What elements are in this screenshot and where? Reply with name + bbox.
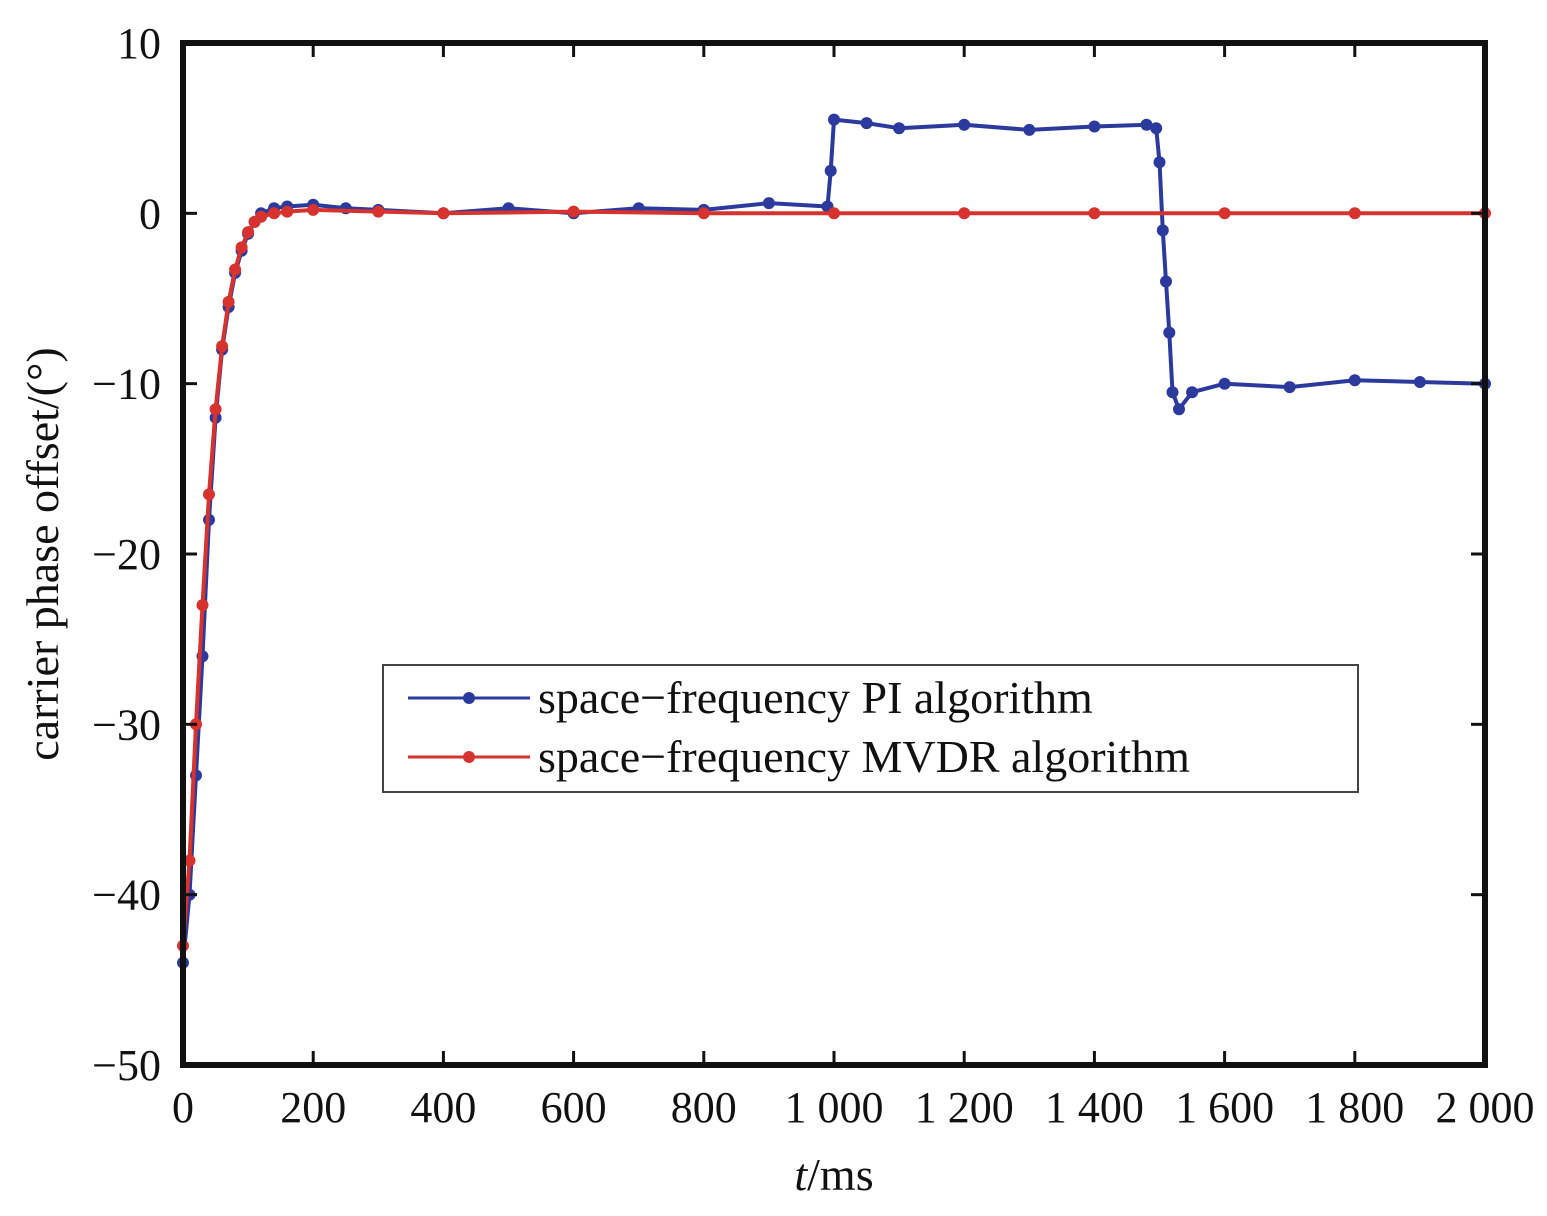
x-tick-label: 1 200	[915, 1083, 1014, 1132]
x-tick-label: 400	[410, 1083, 476, 1132]
data-point	[828, 207, 840, 220]
data-point	[860, 117, 873, 130]
data-point	[281, 205, 294, 218]
data-point	[1166, 386, 1179, 399]
y-tick-label: −40	[92, 871, 161, 920]
data-point	[1413, 376, 1426, 388]
data-point	[958, 207, 971, 220]
data-point	[1088, 120, 1101, 133]
data-point	[307, 203, 320, 216]
data-point	[183, 854, 196, 867]
data-point	[203, 488, 215, 501]
data-point	[1088, 207, 1101, 220]
series-line	[181, 207, 1485, 946]
series-mvdr	[177, 203, 1491, 952]
legend: space−frequency PI algorithm space−frequ…	[382, 664, 1359, 793]
data-point	[958, 118, 971, 131]
legend-box	[382, 664, 1359, 793]
data-point	[216, 340, 229, 353]
data-point	[235, 241, 248, 254]
y-tick-label: −20	[92, 530, 161, 579]
x-tick-label: 600	[541, 1083, 607, 1132]
legend-label-mvdr: space−frequency MVDR algorithm	[538, 731, 1190, 782]
y-tick-label: −10	[92, 360, 161, 409]
y-tick-label: 10	[117, 19, 161, 68]
data-point	[222, 295, 235, 308]
x-tick-label: 800	[671, 1083, 737, 1132]
legend-marker-pi	[463, 692, 475, 704]
series-line	[181, 117, 1486, 963]
x-axis-title-italic: t	[794, 1149, 808, 1200]
data-point	[209, 403, 222, 416]
data-point	[1173, 403, 1185, 416]
data-point	[242, 226, 255, 239]
data-point	[1150, 122, 1163, 135]
tick-labels-layer: 0 200 400 600 800 1 000 1 200 1 400 1 600 1 800 2 …	[92, 19, 1534, 1132]
data-point	[437, 207, 450, 220]
data-point	[1140, 118, 1153, 131]
data-point	[762, 197, 775, 210]
y-tick-label: 0	[139, 189, 161, 238]
data-point	[824, 164, 837, 177]
x-tick-label: 2 000	[1436, 1083, 1535, 1132]
data-point	[1153, 156, 1166, 169]
legend-marker-mvdr	[463, 751, 475, 763]
data-point	[893, 122, 906, 135]
x-axis-title: t/ms	[794, 1149, 873, 1200]
data-point	[1163, 326, 1176, 339]
series-pi	[177, 113, 1491, 969]
data-point	[1218, 377, 1231, 390]
data-point	[229, 263, 242, 276]
data-point	[1283, 381, 1296, 394]
data-point	[1156, 224, 1169, 237]
data-point	[255, 210, 268, 223]
data-point	[697, 207, 710, 220]
data-point	[1160, 275, 1172, 288]
y-axis-title: carrier phase offset/(°)	[17, 347, 68, 760]
plot-frame	[180, 40, 1488, 1068]
data-point	[567, 205, 580, 218]
data-point	[1218, 207, 1231, 220]
y-tick-label: −50	[92, 1041, 161, 1090]
x-tick-label: 200	[280, 1083, 346, 1132]
x-tick-label: 1 400	[1045, 1083, 1144, 1132]
data-point	[828, 113, 840, 126]
data-point	[1186, 386, 1199, 399]
x-tick-label: 1 000	[785, 1083, 884, 1132]
y-tick-label: −30	[92, 700, 161, 749]
data-point	[1348, 207, 1361, 220]
data-point	[1348, 374, 1361, 387]
x-tick-label: 0	[172, 1083, 194, 1132]
data-point	[1023, 123, 1036, 136]
data-point	[196, 599, 209, 612]
x-tick-label: 1 800	[1305, 1083, 1404, 1132]
series-layer	[177, 113, 1491, 969]
legend-label-pi: space−frequency PI algorithm	[538, 672, 1093, 723]
x-tick-label: 1 600	[1175, 1083, 1274, 1132]
data-point	[372, 205, 385, 218]
data-point	[268, 207, 281, 220]
ticks-layer	[181, 41, 1487, 1067]
x-axis-title-unit: /ms	[807, 1149, 873, 1200]
